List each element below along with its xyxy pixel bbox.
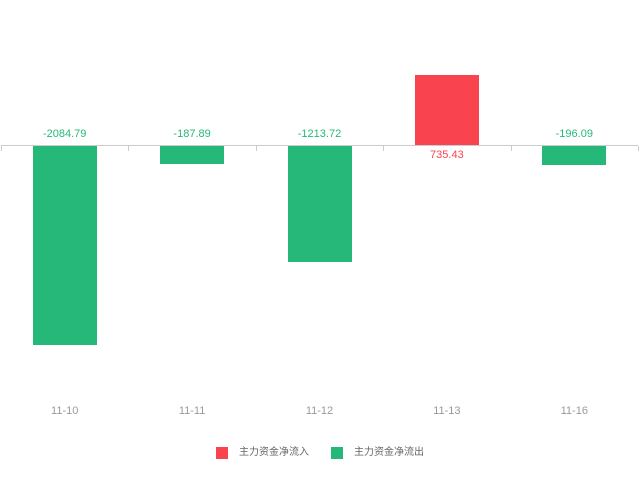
bar-value-label: -1213.72 [297,128,342,140]
x-axis-tick [1,146,2,151]
x-axis-label-11-10: 11-10 [51,405,79,417]
legend: 主力资金净流入 主力资金净流出 [0,446,640,460]
bar-value-label: 735.43 [430,149,464,161]
x-axis-tick [638,146,639,151]
bar-11-13[interactable] [414,74,479,145]
legend-label-outflow: 主力资金净流出 [354,447,424,458]
bar-11-11[interactable] [160,146,225,164]
legend-item-outflow[interactable]: 主力资金净流出 [331,446,424,460]
x-axis-label-11-16: 11-16 [560,405,588,417]
bar-value-label: -187.89 [173,128,211,140]
x-axis-tick [383,146,385,151]
inflow-color-swatch [216,447,228,459]
x-axis-tick [510,146,512,151]
legend-item-inflow[interactable]: 主力资金净流入 [216,446,309,460]
x-axis-tick [255,146,257,151]
x-axis-tick [128,146,130,151]
x-axis-label-11-11: 11-11 [178,405,206,417]
bar-value-label: -2084.79 [42,128,87,140]
bar-11-10[interactable] [32,146,97,345]
x-axis-label-11-13: 11-13 [433,405,461,417]
outflow-color-swatch [331,447,343,459]
x-axis-label-11-12: 11-12 [305,405,334,417]
x-axis-zero-line [1,145,638,146]
bar-11-16[interactable] [542,146,607,165]
legend-label-inflow: 主力资金净流入 [239,447,309,458]
bar-11-12[interactable] [287,146,352,262]
bar-value-label: -196.09 [555,128,593,140]
